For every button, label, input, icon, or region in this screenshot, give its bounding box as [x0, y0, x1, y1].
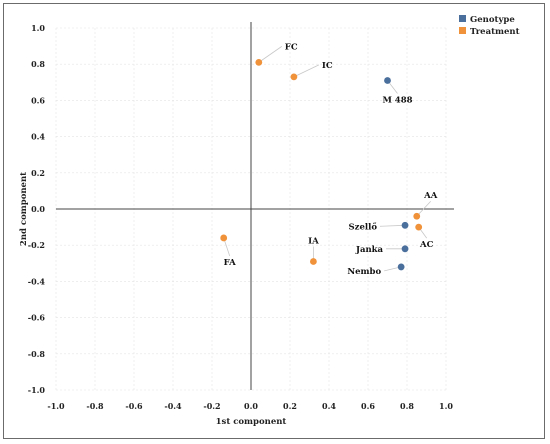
- leader-line: [293, 64, 320, 78]
- data-points: [220, 58, 423, 271]
- axes: [56, 22, 454, 390]
- data-point-treatment-1: [290, 73, 298, 81]
- data-point-treatment-0: [255, 58, 263, 66]
- data-point-treatment-4: [220, 234, 228, 242]
- point-label: Janka: [355, 245, 384, 255]
- legend-label-treatment: Treatment: [470, 27, 520, 37]
- x-tick-label: 0.6: [361, 401, 375, 411]
- point-label: Nembo: [347, 267, 381, 277]
- point-label: M 488: [382, 95, 412, 105]
- y-tick-label: 0.8: [31, 59, 45, 69]
- x-tick-label: -0.6: [125, 401, 143, 411]
- point-label: IA: [308, 236, 319, 246]
- y-axis-title: 2nd component: [19, 172, 29, 246]
- data-point-treatment-3: [415, 223, 423, 231]
- x-tick-label: 0.8: [400, 401, 414, 411]
- y-tick-label: -0.8: [28, 349, 46, 359]
- x-tick-label: -0.4: [164, 401, 182, 411]
- point-label: Szellő: [349, 221, 378, 232]
- y-tick-label: 0.2: [31, 168, 45, 178]
- y-tick-label: -0.6: [28, 313, 46, 323]
- y-tick-label: 0.4: [31, 132, 45, 142]
- legend: Genotype Treatment: [459, 15, 520, 37]
- y-tick-label: -0.4: [28, 276, 46, 286]
- x-tick-label: -0.2: [203, 401, 220, 411]
- leader-line: [380, 224, 406, 227]
- leader-lines: [223, 46, 432, 272]
- point-label: IC: [322, 61, 333, 71]
- x-axis-title: 1st component: [216, 417, 287, 427]
- point-label: FC: [285, 42, 298, 52]
- x-tick-label: -1.0: [47, 401, 65, 411]
- tick-labels: -1.0 -0.8 -0.6 -0.4 -0.2 0.0 0.2 0.4 0.6 0.8 1.0 1.…: [28, 23, 454, 411]
- x-tick-label: 0.2: [283, 401, 297, 411]
- point-label: FA: [224, 258, 237, 268]
- y-tick-label: 1.0: [31, 23, 45, 33]
- chart-frame: [3, 3, 545, 439]
- data-point-genotype-1: [401, 221, 409, 229]
- y-tick-label: -0.2: [28, 240, 45, 250]
- point-label: AA: [423, 191, 438, 201]
- point-labels: M 488 Szellő Janka Nembo FC IC AA AC FA IA: [224, 42, 438, 277]
- data-point-treatment-5: [310, 258, 317, 265]
- y-tick-label: 0.0: [31, 204, 45, 214]
- data-point-genotype-0: [384, 77, 391, 84]
- x-tick-label: 0.0: [244, 401, 258, 411]
- leader-line: [416, 200, 432, 217]
- data-point-treatment-2: [413, 212, 421, 220]
- leader-line: [258, 46, 283, 63]
- legend-swatch-genotype: [459, 15, 466, 22]
- data-point-genotype-2: [401, 245, 409, 253]
- x-tick-label: -0.8: [86, 401, 104, 411]
- y-tick-label: 0.6: [31, 95, 45, 105]
- x-tick-label: 1.0: [439, 401, 453, 411]
- data-point-genotype-3: [397, 263, 405, 271]
- y-tick-label: -1.0: [28, 385, 46, 395]
- legend-swatch-treatment: [459, 27, 466, 34]
- legend-label-genotype: Genotype: [470, 15, 515, 25]
- x-tick-label: 0.4: [322, 401, 336, 411]
- point-label: AC: [419, 240, 434, 250]
